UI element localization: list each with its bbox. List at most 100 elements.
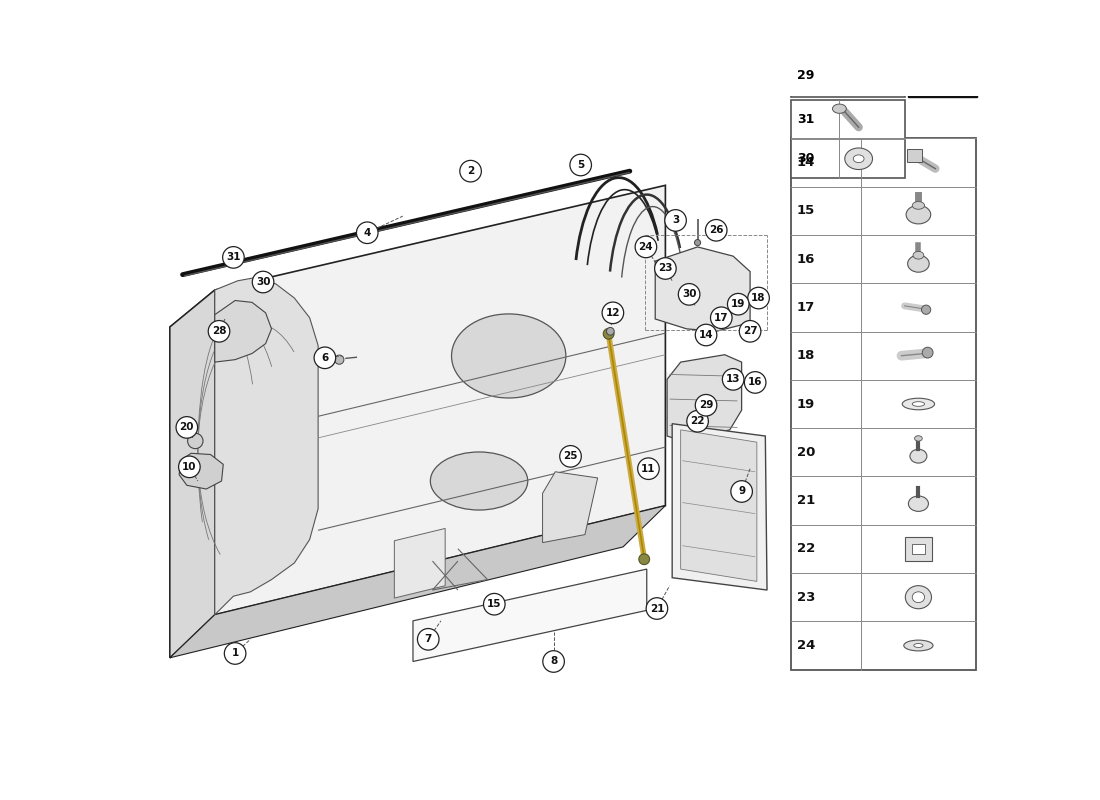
Ellipse shape [833, 104, 846, 114]
Polygon shape [681, 430, 757, 582]
FancyBboxPatch shape [912, 543, 925, 554]
Text: 31: 31 [798, 113, 814, 126]
Ellipse shape [914, 436, 922, 441]
Polygon shape [672, 424, 767, 590]
Circle shape [224, 642, 246, 664]
Text: 15: 15 [798, 204, 815, 218]
Text: 9: 9 [738, 486, 745, 497]
Text: 3: 3 [672, 215, 679, 226]
Ellipse shape [845, 148, 872, 170]
Ellipse shape [864, 73, 880, 86]
Text: 22: 22 [798, 542, 815, 555]
Circle shape [418, 629, 439, 650]
Text: 28: 28 [212, 326, 227, 336]
Text: 13: 13 [726, 374, 740, 384]
Text: 23: 23 [798, 590, 815, 604]
Ellipse shape [910, 450, 927, 463]
Ellipse shape [451, 314, 565, 398]
Polygon shape [214, 278, 318, 614]
Circle shape [635, 236, 657, 258]
Circle shape [252, 271, 274, 293]
Circle shape [484, 594, 505, 615]
Text: 18: 18 [798, 349, 815, 362]
Text: 21: 21 [650, 603, 664, 614]
Text: 22: 22 [691, 416, 705, 426]
Circle shape [646, 598, 668, 619]
Polygon shape [169, 290, 214, 658]
Text: 24: 24 [798, 639, 815, 652]
Circle shape [602, 302, 624, 324]
Text: SPARES: SPARES [388, 370, 689, 438]
Circle shape [727, 294, 749, 315]
Text: 14: 14 [798, 156, 815, 169]
Text: 2: 2 [468, 166, 474, 176]
Text: 8: 8 [550, 657, 558, 666]
Text: 26: 26 [710, 226, 724, 235]
Ellipse shape [912, 202, 925, 210]
Circle shape [639, 554, 650, 565]
Text: 19: 19 [798, 398, 815, 410]
Circle shape [542, 650, 564, 672]
Circle shape [695, 324, 717, 346]
Text: 837 02: 837 02 [917, 81, 968, 94]
Circle shape [356, 222, 378, 243]
Text: 10: 10 [183, 462, 197, 472]
Ellipse shape [905, 586, 932, 609]
Circle shape [222, 246, 244, 268]
Text: 5: 5 [578, 160, 584, 170]
Ellipse shape [912, 592, 925, 602]
FancyBboxPatch shape [791, 100, 905, 178]
Circle shape [460, 160, 482, 182]
Circle shape [748, 287, 769, 309]
Circle shape [730, 481, 752, 502]
Circle shape [334, 355, 344, 364]
FancyBboxPatch shape [908, 54, 977, 97]
Polygon shape [412, 569, 647, 662]
Circle shape [664, 210, 686, 231]
Ellipse shape [854, 155, 865, 162]
Text: 4: 4 [364, 228, 371, 238]
Circle shape [705, 219, 727, 241]
Text: 1: 1 [231, 649, 239, 658]
Text: 21: 21 [798, 494, 815, 507]
Text: 29: 29 [698, 400, 713, 410]
Polygon shape [542, 472, 597, 542]
Text: 20: 20 [798, 446, 815, 459]
Text: a passion for parts since: a passion for parts since [355, 510, 552, 551]
Polygon shape [214, 301, 272, 362]
Circle shape [315, 347, 336, 369]
Polygon shape [395, 529, 446, 598]
Ellipse shape [913, 251, 924, 259]
Ellipse shape [904, 640, 933, 651]
Text: 17: 17 [798, 301, 815, 314]
Text: 1985: 1985 [491, 543, 536, 566]
Circle shape [606, 327, 614, 335]
Circle shape [560, 446, 581, 467]
Polygon shape [667, 354, 741, 441]
Text: 30: 30 [682, 290, 696, 299]
Polygon shape [656, 247, 750, 331]
Text: 16: 16 [798, 253, 815, 266]
Ellipse shape [914, 643, 923, 647]
Text: 15: 15 [487, 599, 502, 610]
Ellipse shape [902, 398, 935, 410]
Text: 24: 24 [639, 242, 653, 252]
Circle shape [922, 305, 931, 314]
Text: EURO: EURO [239, 311, 516, 398]
Text: 29: 29 [798, 69, 814, 82]
Circle shape [695, 394, 717, 416]
Circle shape [711, 307, 733, 329]
Text: 30: 30 [798, 152, 814, 166]
Text: 7: 7 [425, 634, 432, 644]
Circle shape [745, 372, 766, 394]
Text: 17: 17 [714, 313, 728, 322]
Circle shape [638, 458, 659, 479]
Text: 23: 23 [658, 263, 672, 274]
Ellipse shape [906, 206, 931, 224]
FancyBboxPatch shape [904, 537, 933, 562]
Text: 6: 6 [321, 353, 329, 363]
Circle shape [654, 258, 676, 279]
Circle shape [188, 434, 204, 449]
FancyBboxPatch shape [906, 150, 922, 162]
Text: 27: 27 [742, 326, 758, 336]
